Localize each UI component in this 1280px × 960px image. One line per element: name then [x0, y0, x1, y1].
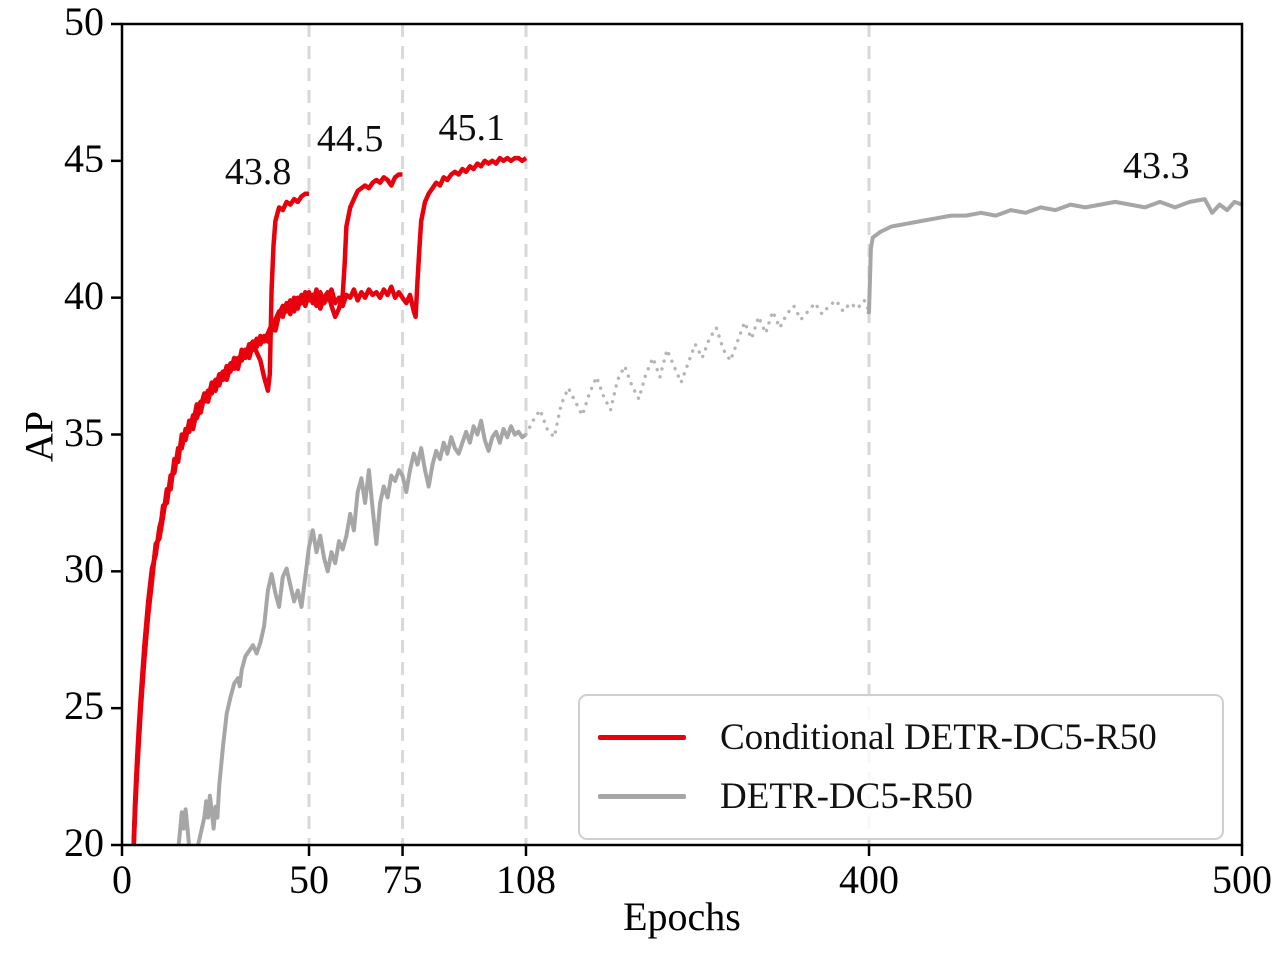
- legend-entry-detr: DETR-DC5-R50: [580, 778, 1222, 815]
- series-conditional-detr-75ep: [131, 172, 403, 845]
- series-detr-dotted-108-400: [524, 298, 870, 439]
- legend-label-detr: DETR-DC5-R50: [720, 776, 973, 818]
- series-conditional-detr-108ep: [131, 155, 528, 845]
- legend-line-red: [598, 734, 686, 740]
- legend-label-conditional-detr: Conditional DETR-DC5-R50: [720, 716, 1157, 758]
- series-detr-solid-0-108: [176, 418, 528, 845]
- legend-box: Conditional DETR-DC5-R50 DETR-DC5-R50: [578, 694, 1224, 840]
- legend-entry-conditional-detr: Conditional DETR-DC5-R50: [580, 719, 1222, 756]
- series-detr-solid-400-500: [866, 197, 1242, 315]
- legend-line-gray: [598, 794, 686, 800]
